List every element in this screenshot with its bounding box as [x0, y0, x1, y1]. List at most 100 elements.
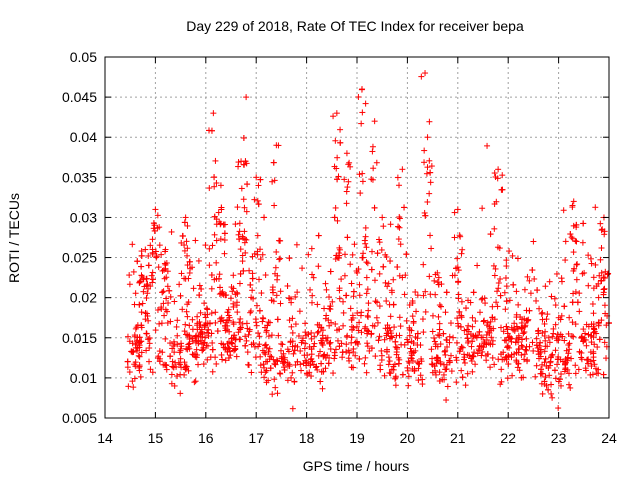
data-point: [371, 118, 378, 125]
data-point: [206, 245, 213, 252]
data-point: [561, 303, 568, 310]
data-point: [186, 258, 193, 265]
data-point: [599, 226, 606, 233]
data-point: [225, 355, 232, 362]
data-point: [603, 355, 610, 362]
data-point: [428, 163, 435, 170]
data-point: [419, 316, 426, 323]
data-point: [565, 350, 572, 357]
data-point: [436, 378, 443, 385]
data-point: [178, 270, 185, 277]
data-point: [268, 332, 275, 339]
data-point: [432, 271, 439, 278]
data-point: [209, 242, 216, 249]
data-point: [431, 277, 438, 284]
data-point: [246, 326, 253, 333]
data-point: [478, 296, 485, 303]
data-point: [221, 230, 228, 237]
data-point: [214, 328, 221, 335]
data-point: [588, 321, 595, 328]
data-point: [211, 183, 218, 190]
data-point: [435, 313, 442, 320]
data-point: [549, 333, 556, 340]
data-point: [276, 256, 283, 263]
data-point: [432, 371, 439, 378]
data-point: [210, 110, 217, 117]
data-point: [230, 300, 237, 307]
data-point: [435, 274, 442, 281]
data-point: [446, 357, 453, 364]
data-point: [292, 293, 299, 300]
x-tick-label: 19: [349, 430, 365, 446]
data-point: [515, 334, 522, 341]
data-point: [387, 221, 394, 228]
data-point: [436, 302, 443, 309]
data-point: [358, 120, 365, 127]
data-point: [529, 339, 536, 346]
data-point: [593, 283, 600, 290]
data-point: [186, 322, 193, 329]
data-point: [338, 276, 345, 283]
data-point: [381, 372, 388, 379]
data-point: [588, 363, 595, 370]
data-point: [184, 313, 191, 320]
data-point: [174, 332, 181, 339]
data-point: [243, 337, 250, 344]
data-point: [595, 319, 602, 326]
data-point: [217, 182, 224, 189]
data-point: [160, 288, 167, 295]
data-point: [396, 224, 403, 231]
chart-title: Day 229 of 2018, Rate Of TEC Index for r…: [186, 18, 524, 34]
data-point: [598, 244, 605, 251]
data-point: [327, 345, 334, 352]
data-point: [396, 182, 403, 189]
data-point: [524, 356, 531, 363]
data-point: [524, 273, 531, 280]
data-point: [213, 259, 220, 266]
data-point: [359, 254, 366, 261]
data-point: [256, 307, 263, 314]
data-point: [346, 159, 353, 166]
data-point: [206, 185, 213, 192]
data-point: [257, 362, 264, 369]
data-point: [441, 348, 448, 355]
data-point: [542, 337, 549, 344]
data-point: [319, 342, 326, 349]
data-point: [573, 238, 580, 245]
data-point: [580, 338, 587, 345]
data-point: [503, 356, 510, 363]
data-point: [125, 383, 132, 390]
data-point: [454, 206, 461, 213]
data-point: [205, 326, 212, 333]
data-point: [386, 369, 393, 376]
data-point: [368, 248, 375, 255]
data-point: [533, 362, 540, 369]
data-point: [545, 386, 552, 393]
data-point: [325, 317, 332, 324]
data-point: [399, 371, 406, 378]
data-point: [323, 337, 330, 344]
data-point: [309, 292, 316, 299]
data-point: [570, 249, 577, 256]
data-point: [336, 252, 343, 259]
data-point: [340, 298, 347, 305]
data-point: [570, 222, 577, 229]
data-point: [136, 279, 143, 286]
data-point: [600, 274, 607, 281]
data-point: [218, 314, 225, 321]
data-point: [403, 317, 410, 324]
data-point: [138, 309, 145, 316]
data-point: [144, 312, 151, 319]
data-point: [435, 281, 442, 288]
data-point: [447, 352, 454, 359]
data-point: [250, 340, 257, 347]
data-point: [501, 337, 508, 344]
data-point: [237, 246, 244, 253]
data-point: [362, 354, 369, 361]
data-point: [230, 319, 237, 326]
data-point: [238, 185, 245, 192]
data-point: [201, 300, 208, 307]
data-point: [240, 196, 247, 203]
data-point: [126, 272, 133, 279]
data-point: [290, 350, 297, 357]
